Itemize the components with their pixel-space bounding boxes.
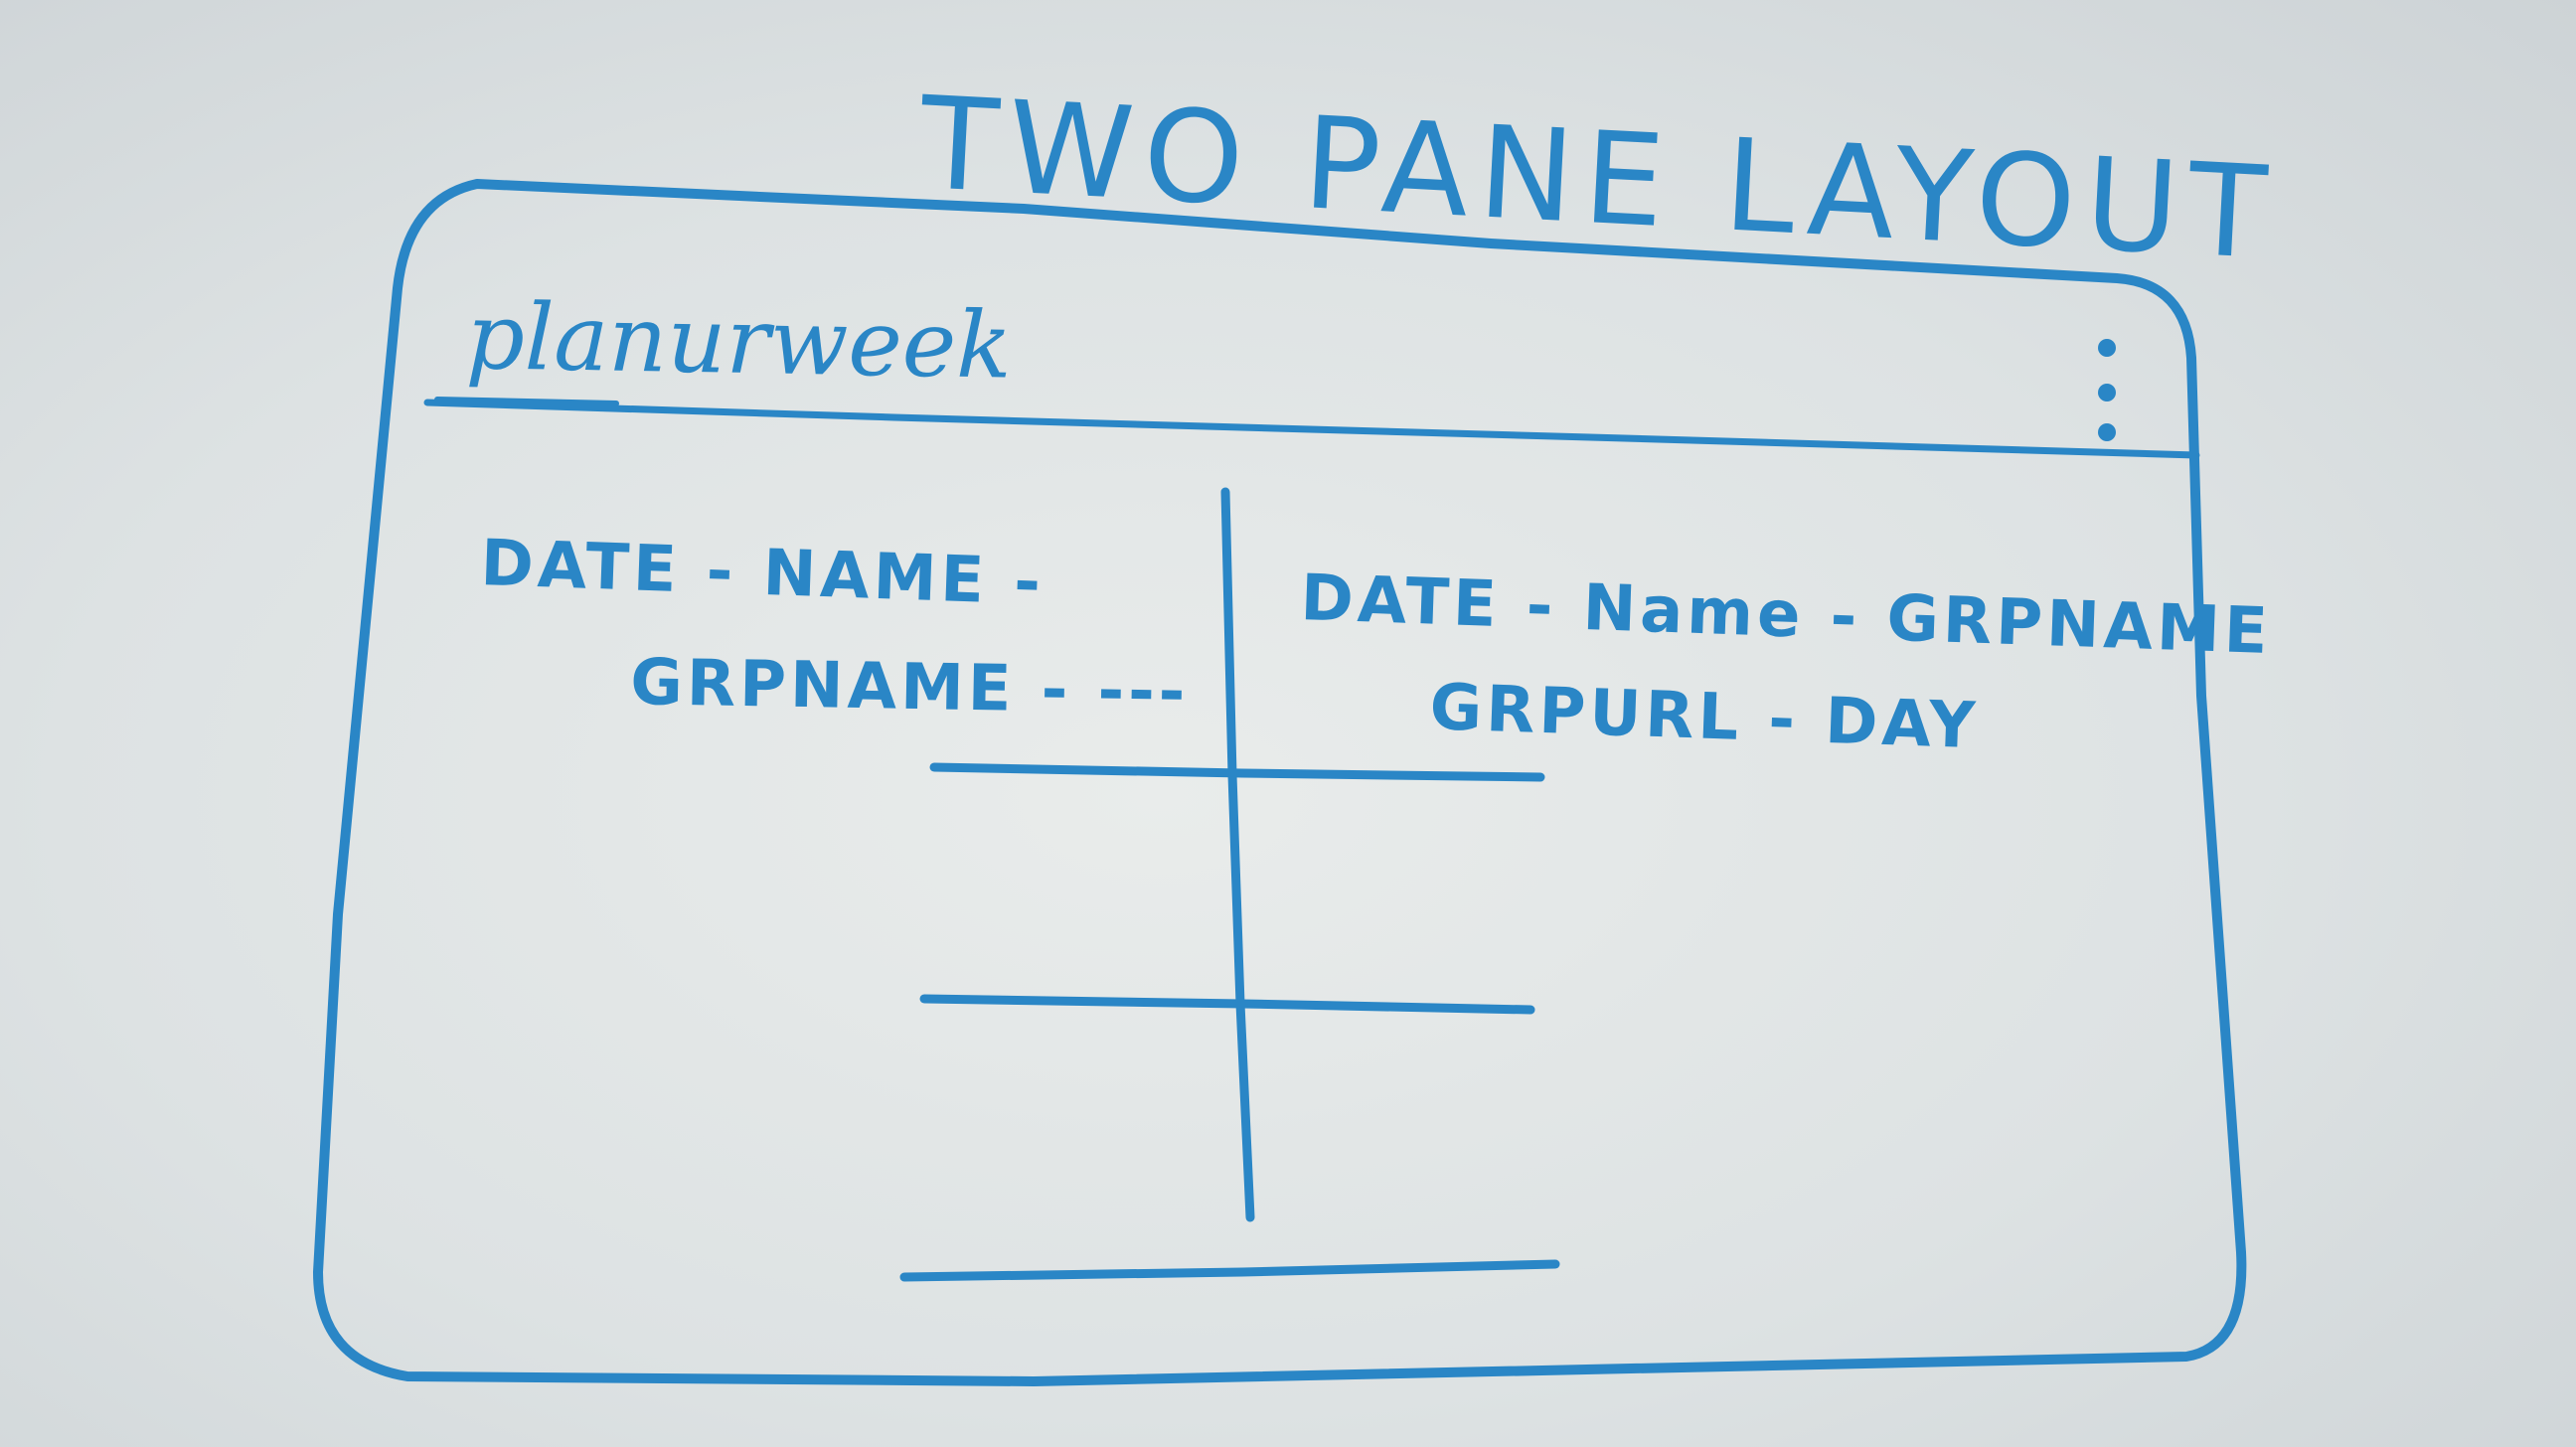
pane-divider bbox=[1220, 487, 1255, 1222]
app-name-label: planurweek bbox=[465, 283, 1013, 400]
list-separator bbox=[899, 1259, 1560, 1282]
app-bar-divider bbox=[423, 399, 2200, 459]
list-separator bbox=[929, 762, 1545, 782]
device-frame bbox=[313, 179, 2247, 1386]
app-name-underline bbox=[434, 397, 619, 406]
list-item-line2: GRPNAME - --- bbox=[629, 646, 1190, 729]
list-separator bbox=[919, 994, 1535, 1015]
